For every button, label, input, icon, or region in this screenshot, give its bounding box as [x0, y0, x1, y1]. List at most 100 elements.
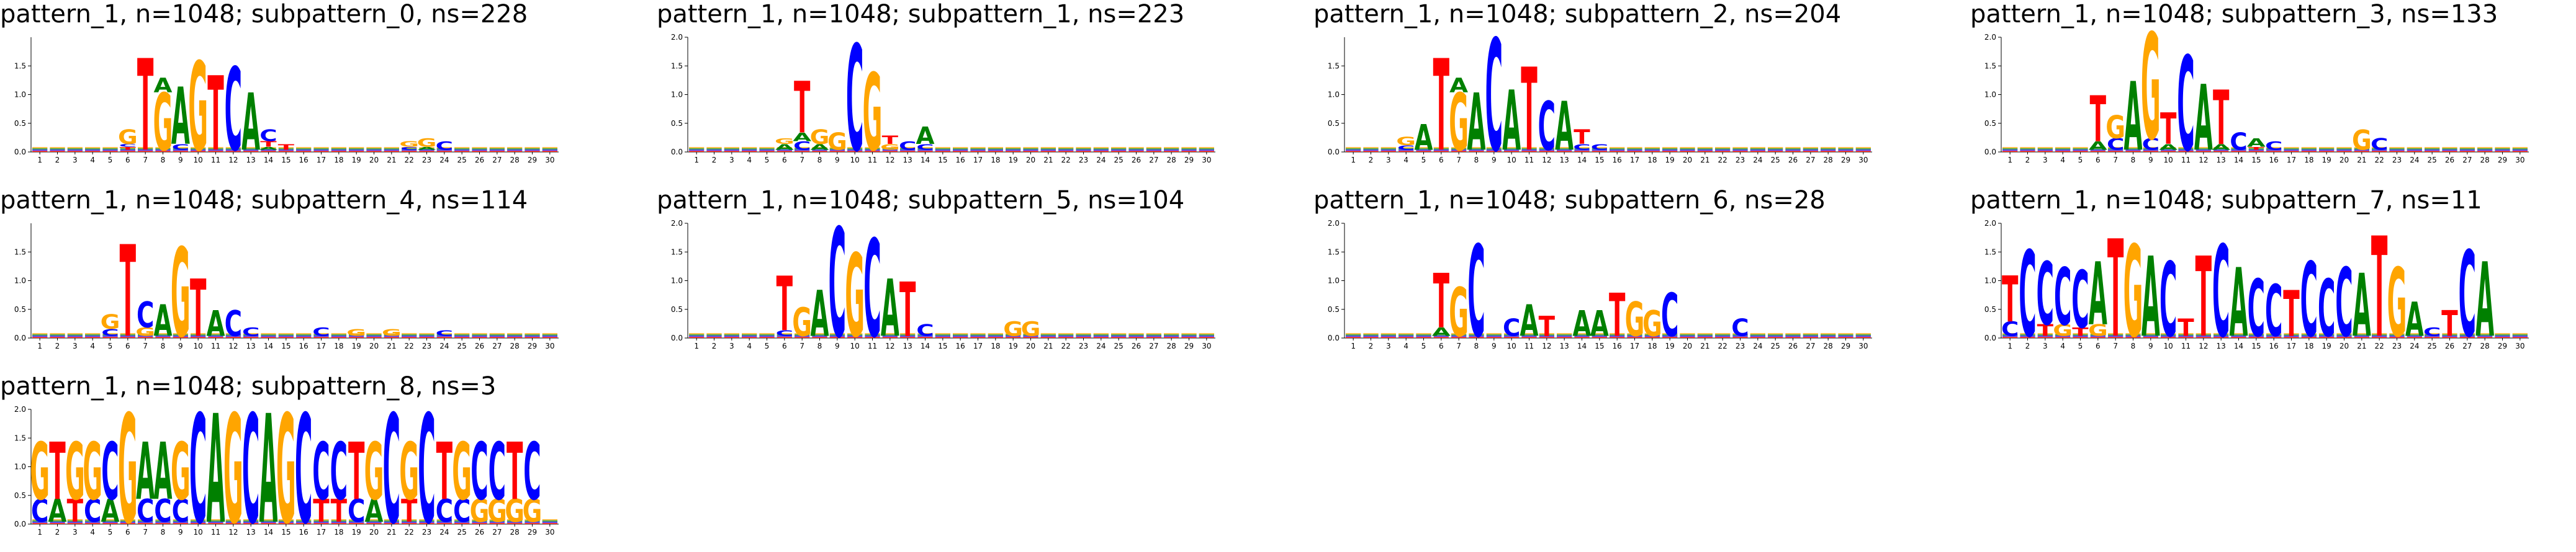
logo-noise-mark [1592, 148, 1607, 149]
logo-letter-c: C [776, 328, 793, 337]
logo-noise-mark [1111, 336, 1127, 337]
x-tick-label: 26 [1132, 156, 1141, 164]
logo-letter-g: G [1396, 135, 1416, 148]
logo-noise-mark [436, 149, 452, 151]
logo-letter-c: C [312, 325, 330, 339]
logo-letter-c: C [1591, 142, 1608, 151]
logo-noise-mark [759, 147, 775, 148]
logo-noise-mark [2143, 333, 2158, 334]
logo-noise-mark [970, 333, 986, 334]
logo-noise-mark [1521, 334, 1537, 336]
logo-letter-g: G [2387, 249, 2407, 359]
logo-noise-mark [155, 522, 171, 523]
logo-noise-mark [2407, 148, 2422, 149]
x-tick-label: 26 [1788, 342, 1798, 350]
x-tick-label: 18 [2304, 342, 2313, 350]
panel-title: pattern_1, n=1048; subpattern_6, ns=28 [1313, 186, 1826, 215]
logo-noise-mark [689, 333, 705, 334]
logo-noise-mark [1398, 149, 1414, 151]
x-tick-label: 2 [1369, 342, 1374, 350]
logo-noise-mark [970, 151, 986, 152]
y-tick-label: 0.0 [1984, 334, 1996, 342]
logo-letter-g: G [827, 128, 847, 156]
x-tick-label: 21 [1043, 156, 1053, 164]
logo-noise-mark [2336, 336, 2352, 337]
logo-noise-mark [1023, 336, 1038, 337]
logo-noise-mark [436, 148, 452, 149]
logo-noise-mark [2319, 147, 2335, 148]
x-tick-label: 5 [765, 156, 770, 164]
logo-noise-mark [50, 337, 65, 338]
logo-noise-mark [1610, 336, 1625, 337]
logo-noise-mark [1023, 334, 1038, 336]
logo-noise-mark [67, 523, 83, 524]
logo-noise-mark [1146, 151, 1161, 152]
logo-noise-mark [1521, 148, 1537, 149]
logo-noise-mark [1662, 147, 1678, 148]
logo-noise-mark [1111, 148, 1127, 149]
x-tick-label: 22 [1061, 156, 1071, 164]
y-tick-label: 0.0 [671, 334, 683, 342]
x-tick-label: 25 [1771, 156, 1780, 164]
logo-noise-mark [1040, 336, 1056, 337]
logo-noise-mark [706, 333, 722, 334]
logo-noise-mark [1539, 334, 1554, 336]
logo-noise-mark [2354, 147, 2369, 148]
logo-noise-mark [2319, 337, 2335, 338]
logo-noise-mark [1821, 151, 1836, 152]
logo-noise-mark [2125, 334, 2141, 336]
logo-letter-a: A [48, 492, 67, 530]
logo-noise-mark [296, 149, 312, 151]
logo-noise-mark [2336, 147, 2352, 148]
logo-noise-mark [742, 151, 757, 152]
y-tick-label: 1.5 [14, 247, 26, 256]
x-tick-label: 27 [1149, 342, 1158, 350]
logo-noise-mark [724, 151, 739, 152]
x-tick-label: 8 [1474, 156, 1479, 164]
logo-letter-c: C [2107, 135, 2124, 153]
x-tick-label: 30 [2515, 342, 2524, 350]
x-tick-label: 22 [405, 342, 414, 350]
logo-noise-mark [1750, 149, 1765, 151]
logo-noise-mark [2090, 151, 2105, 152]
logo-noise-mark [2248, 333, 2264, 334]
x-tick-label: 4 [1403, 156, 1408, 164]
logo-noise-mark [507, 333, 523, 334]
logo-noise-mark [1855, 147, 1871, 148]
logo-noise-mark [366, 151, 382, 152]
logo-noise-mark [1380, 337, 1396, 338]
logo-letter-c: C [2265, 139, 2282, 153]
x-tick-label: 25 [2428, 342, 2437, 350]
logo-noise-mark [1610, 151, 1625, 152]
logo-noise-mark [419, 520, 435, 522]
logo-noise-mark [882, 334, 898, 336]
logo-noise-mark [313, 151, 329, 152]
logo-noise-mark [489, 148, 505, 149]
x-tick-label: 11 [868, 342, 877, 350]
logo-noise-mark [882, 333, 898, 334]
logo-noise-mark [1610, 147, 1625, 148]
logo-noise-mark [1768, 337, 1783, 338]
logo-noise-mark [2090, 149, 2105, 151]
logo-noise-mark [1486, 149, 1502, 151]
logo-noise-mark [102, 522, 118, 523]
logo-noise-mark [67, 336, 83, 337]
logo-noise-mark [278, 519, 294, 520]
logo-noise-mark [2389, 337, 2405, 338]
y-tick-label: 0.0 [1984, 148, 1996, 156]
x-tick-label: 2 [712, 342, 717, 350]
logo-noise-mark [1610, 333, 1625, 334]
logo-letter-g: G [118, 383, 138, 552]
logo-noise-mark [155, 337, 171, 338]
logo-noise-mark [2512, 334, 2528, 336]
logo-noise-mark [261, 520, 276, 522]
logo-noise-mark [261, 149, 276, 151]
logo-noise-mark [689, 334, 705, 336]
logo-letter-c: C [2265, 271, 2282, 354]
x-tick-label: 24 [1753, 342, 1762, 350]
logo-noise-mark [689, 337, 705, 338]
x-tick-label: 13 [903, 156, 912, 164]
logo-letter-g: G [223, 383, 243, 552]
x-tick-label: 10 [2164, 156, 2173, 164]
logo-noise-mark [2512, 149, 2528, 151]
